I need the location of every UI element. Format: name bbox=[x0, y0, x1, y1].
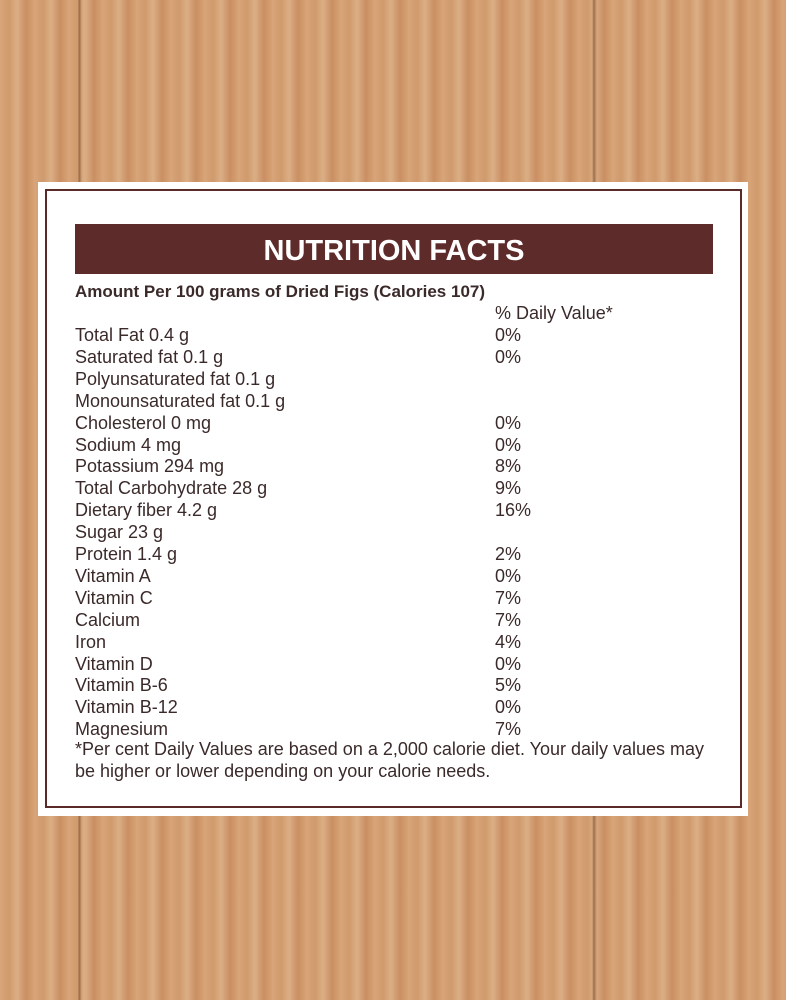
daily-value: 7% bbox=[495, 609, 522, 630]
title-bar: NUTRITION FACTS bbox=[75, 224, 713, 274]
nutrient: Monounsaturated fat 0.1 g bbox=[75, 390, 286, 411]
daily-value: 7% bbox=[495, 719, 522, 740]
daily-value: 0% bbox=[495, 325, 522, 345]
nutrient: Dietary fiber 4.2 g bbox=[75, 500, 218, 521]
daily-value: 4% bbox=[495, 631, 522, 652]
nutrient: Cholesterol 0 mg bbox=[75, 412, 212, 433]
daily-value: 0% bbox=[495, 412, 522, 433]
nutrient: Total Fat 0.4 g bbox=[75, 325, 190, 345]
nutrient: Vitamin D bbox=[75, 653, 153, 674]
nutrient: Magnesium bbox=[75, 719, 169, 740]
daily-value: 0% bbox=[495, 434, 522, 455]
nutrient: Sugar 23 g bbox=[75, 522, 164, 543]
daily-value: 7% bbox=[495, 587, 522, 608]
label-frame bbox=[45, 189, 742, 808]
daily-value: 0% bbox=[495, 653, 522, 674]
daily-value: 5% bbox=[495, 675, 522, 696]
daily-value: 0% bbox=[495, 697, 522, 718]
nutrient: Vitamin A bbox=[75, 565, 151, 586]
daily-value: 9% bbox=[495, 478, 522, 499]
label-card bbox=[38, 182, 748, 816]
dv-header: % Daily Value* bbox=[495, 303, 613, 323]
nutrient: Sodium 4 mg bbox=[75, 434, 182, 455]
daily-value: 8% bbox=[495, 456, 522, 477]
nutrient: Protein 1.4 g bbox=[75, 544, 178, 564]
nutrient: Potassium 294 mg bbox=[75, 456, 225, 477]
daily-value: 16% bbox=[495, 500, 532, 521]
subtitle: Amount Per 100 grams of Dried Figs (Calo… bbox=[75, 282, 486, 301]
nutrient: Total Carbohydrate 28 g bbox=[75, 478, 268, 499]
nutrient: Vitamin C bbox=[75, 587, 153, 608]
nutrient: Vitamin B-6 bbox=[75, 675, 168, 696]
nutrient: Vitamin B-12 bbox=[75, 697, 178, 718]
daily-value: 0% bbox=[495, 565, 522, 586]
daily-value: 0% bbox=[495, 346, 522, 367]
nutrient: Iron bbox=[75, 631, 107, 652]
daily-value: 2% bbox=[495, 544, 522, 564]
footnote: *Per cent Daily Values are based on a 2,… bbox=[75, 739, 705, 781]
nutrient: Saturated fat 0.1 g bbox=[75, 346, 224, 367]
nutrient: Calcium bbox=[75, 609, 141, 630]
nutrient: Polyunsaturated fat 0.1 g bbox=[75, 368, 276, 389]
